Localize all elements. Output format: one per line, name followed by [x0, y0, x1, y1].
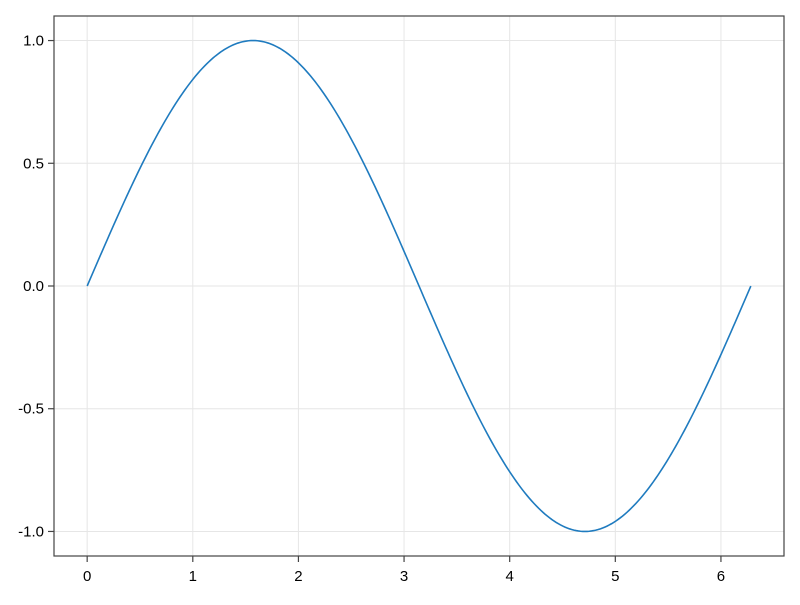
y-tick-label: 1.0	[23, 33, 44, 50]
grid	[54, 16, 784, 556]
series-layer	[86, 39, 752, 533]
ticks: 0 1 2 3 4 5 6 -1.0 -0.5 0.0 0.5 1.0	[18, 33, 725, 585]
y-tick-label: -1.0	[18, 523, 44, 540]
x-tick-label: 2	[294, 568, 302, 585]
y-tick-label: -0.5	[18, 401, 44, 418]
y-tick-label: 0.5	[23, 155, 44, 172]
x-tick-label: 6	[717, 568, 725, 585]
x-tick-label: 1	[189, 568, 197, 585]
y-tick-label: 0.0	[23, 278, 44, 295]
series-line-sin	[86, 39, 752, 533]
x-tick-label: 5	[611, 568, 619, 585]
x-tick-label: 4	[506, 568, 514, 585]
x-tick-label: 3	[400, 568, 408, 585]
x-tick-label: 0	[83, 568, 91, 585]
